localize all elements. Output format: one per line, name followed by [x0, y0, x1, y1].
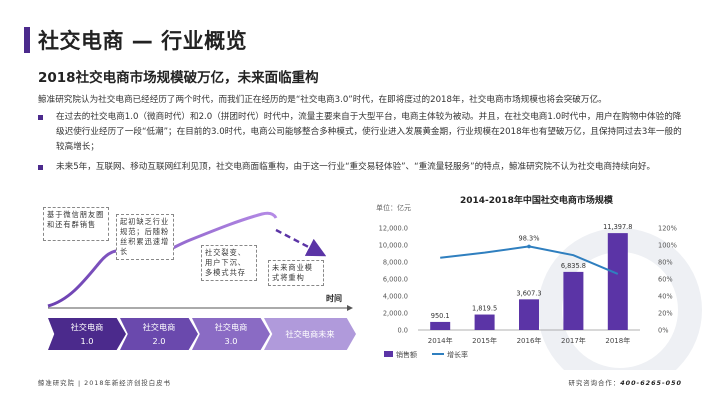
stage-note-1: 基于微信朋友圈和还有群销售: [43, 207, 109, 241]
bullet-text-2: 未来5年，互联网、移动互联网红利见顶，社交电商面临重构，由于这一行业“重交易轻体…: [56, 162, 656, 172]
chart-title: 2014-2018年中国社交电商市场规模: [460, 196, 613, 206]
y-left-tick-label: 6,000.0: [383, 276, 408, 284]
legend-swatch-bar: [384, 351, 393, 357]
section-subtitle: 2018社交电商市场规模破万亿，未来面临重构: [38, 70, 319, 86]
bar: [607, 233, 628, 330]
stage-note-4: 未来商业模式将重构: [268, 260, 324, 286]
bullet-text-1: 在过去的社交电商1.0（微商时代）和2.0（拼团时代）时代中，流量主要来自于大型…: [56, 112, 682, 152]
legend-label-line: 增长率: [447, 350, 468, 359]
chart-svg: 单位：亿元 0.0 2,000.0 4,000.0 6,000.0 8,000.0 10,0…: [376, 203, 702, 392]
y-left-tick-label: 4,000.0: [383, 293, 408, 301]
bar-data-label: 6,835.8: [561, 262, 586, 270]
x-tick-label: 2018年: [605, 336, 630, 345]
y-left-tick-label: 2,000.0: [383, 310, 408, 318]
y-right-tick-label: 60%: [658, 276, 673, 284]
time-axis-label: 时间: [326, 294, 342, 303]
footer-source: 鲸准研究院 | 2018年新经济创投白皮书: [38, 379, 171, 387]
stage-chevron-2: 社交电商 2.0: [120, 318, 198, 350]
stage-chevron-4: 社交电商未来: [264, 318, 356, 350]
bullet-item-2: 未来5年，互联网、移动互联网红利见顶，社交电商面临重构，由于这一行业“重交易轻体…: [38, 160, 688, 175]
legend-label-bar: 销售额: [396, 350, 417, 359]
y-right-tick-label: 80%: [658, 259, 673, 267]
x-tick-label: 2015年: [472, 336, 497, 345]
footer-phone: 400-6265-050: [620, 379, 682, 387]
x-tick-label: 2017年: [561, 336, 586, 345]
x-tick-label: 2014年: [428, 336, 453, 345]
stage-note-3: 社交裂变、用户下沉、多模式共存: [201, 245, 257, 281]
stage-name: 社交电商未来: [285, 329, 335, 339]
bar: [563, 271, 584, 330]
bar-data-label: 1,819.5: [472, 305, 497, 313]
footer-contact: 研究咨询合作：400-6265-050: [568, 378, 682, 387]
stage-chevron-3: 社交电商 3.0: [192, 318, 270, 350]
stage-name: 社交电商: [214, 322, 248, 332]
page-title: 社交电商 — 行业概览: [38, 29, 248, 53]
market-size-chart: 单位：亿元 0.0 2,000.0 4,000.0 6,000.0 8,000.0 10,0…: [370, 200, 710, 392]
x-tick-label: 2016年: [517, 336, 542, 345]
y-right-tick-label: 40%: [658, 293, 673, 301]
intro-paragraph: 鲸准研究院认为社交电商已经经历了两个时代，而我们正在经历的是“社交电商3.0”时…: [38, 95, 607, 105]
stage-name: 社交电商: [142, 322, 176, 332]
bar: [474, 314, 495, 330]
stage-number: 2.0: [152, 336, 166, 346]
chart-unit-label: 单位：亿元: [376, 203, 411, 212]
stage-note-2: 起初缺乏行业规范；后随粉丝积累迅速增长: [116, 214, 174, 260]
bar-data-label: 11,397.8: [603, 223, 632, 231]
bullet-square-icon: [38, 165, 43, 170]
y-left-tick-label: 12,000.0: [379, 225, 408, 233]
growth-rate-label: 98.3%: [519, 234, 540, 242]
y-right-tick-label: 0%: [658, 327, 668, 335]
bullet-square-icon: [38, 115, 43, 120]
evolution-diagram: 基于微信朋友圈和还有群销售 起初缺乏行业规范；后随粉丝积累迅速增长 社交裂变、用…: [30, 200, 360, 360]
title-accent-bar: [24, 27, 30, 53]
bar: [430, 321, 451, 330]
stage-chevron-1: 社交电商 1.0: [48, 318, 126, 350]
stage-name: 社交电商: [70, 322, 104, 332]
stage-number: 1.0: [80, 336, 94, 346]
bullet-item-1: 在过去的社交电商1.0（微商时代）和2.0（拼团时代）时代中，流量主要来自于大型…: [38, 110, 688, 155]
y-left-tick-label: 10,000.0: [379, 242, 408, 250]
y-right-tick-label: 120%: [658, 225, 677, 233]
y-right-tick-label: 100%: [658, 242, 677, 250]
stage-number: 3.0: [224, 336, 238, 346]
y-left-tick-label: 8,000.0: [383, 259, 408, 267]
y-right-tick-label: 20%: [658, 310, 673, 318]
bar-data-label: 3,607.3: [516, 289, 541, 297]
future-trend-arrow: [275, 228, 327, 257]
growth-rate-point: [527, 244, 531, 249]
bar: [519, 299, 539, 330]
y-left-tick-label: 0.0: [398, 327, 409, 335]
footer-contact-label: 研究咨询合作：: [568, 379, 621, 387]
bar-data-label: 950.1: [431, 312, 450, 320]
